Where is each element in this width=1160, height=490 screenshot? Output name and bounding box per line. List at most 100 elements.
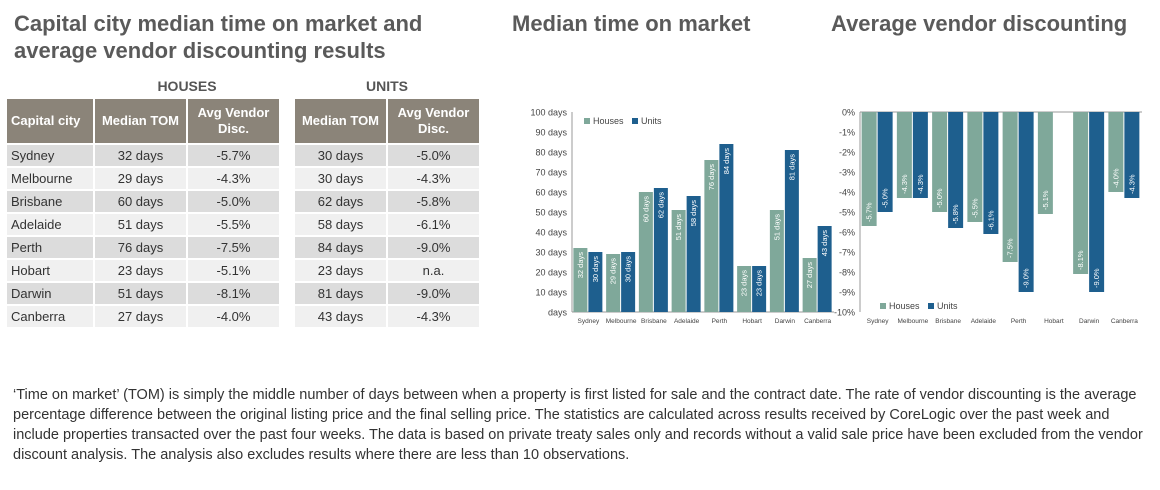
tom-data-label-houses: 23 days xyxy=(740,270,749,297)
disc-bar-units xyxy=(1018,112,1034,292)
header-houses-avg-vendor-disc: Avg Vendor Disc. xyxy=(187,98,280,144)
units-tom-cell: 62 days xyxy=(294,190,387,213)
disc-y-tick-label: -6% xyxy=(839,228,855,238)
units-group-label: UNITS xyxy=(366,78,408,94)
city-cell: Adelaide xyxy=(6,213,94,236)
houses-disc-cell: -5.7% xyxy=(187,144,280,167)
disc-y-tick-label: -10% xyxy=(834,308,855,318)
houses-disc-cell: -8.1% xyxy=(187,282,280,305)
tom-data-label-houses: 51 days xyxy=(772,214,781,241)
disc-bar-houses xyxy=(861,112,877,226)
tom-bar-houses xyxy=(671,210,686,312)
disc-bar-units xyxy=(983,112,999,234)
table-row: Melbourne 29 days -4.3% xyxy=(6,167,280,190)
tom-x-tick-label: Melbourne xyxy=(606,318,637,325)
disc-data-label-units: -4.3% xyxy=(1127,174,1136,194)
tom-x-tick-label: Brisbane xyxy=(641,318,667,325)
houses-tom-cell: 32 days xyxy=(94,144,187,167)
tom-chart-title: Median time on market xyxy=(512,11,751,36)
tom-data-label-units: 23 days xyxy=(755,270,764,297)
disc-bar-houses xyxy=(967,112,983,222)
tom-bar-houses xyxy=(704,160,719,312)
units-disc-cell: -9.0% xyxy=(387,282,480,305)
disc-x-tick-label: Melbourne xyxy=(898,318,929,325)
disc-bar-houses xyxy=(1108,112,1124,192)
units-tom-cell: 84 days xyxy=(294,236,387,259)
table-row: Canberra 27 days -4.0% xyxy=(6,305,280,328)
disc-bar-units xyxy=(1124,112,1140,198)
disc-x-tick-label: Perth xyxy=(1011,318,1027,325)
disc-x-tick-label: Adelaide xyxy=(971,318,997,325)
tom-bar-houses xyxy=(606,254,621,312)
tom-bar-units xyxy=(686,196,701,312)
table-row: 43 days -4.3% xyxy=(294,305,480,328)
units-tom-cell: 23 days xyxy=(294,259,387,282)
disc-data-label-houses: -5.0% xyxy=(935,188,944,208)
disc-data-label-units: -5.0% xyxy=(881,188,890,208)
tom-data-label-houses: 51 days xyxy=(674,214,683,241)
disc-data-label-houses: -5.5% xyxy=(970,198,979,218)
tom-data-label-units: 81 days xyxy=(787,154,796,181)
tom-data-label-houses: 76 days xyxy=(707,164,716,191)
tom-y-tick-label: 50 days xyxy=(535,208,567,218)
table-row: Hobart 23 days -5.1% xyxy=(6,259,280,282)
disc-y-tick-label: 0% xyxy=(842,108,855,118)
tom-data-label-houses: 32 days xyxy=(576,252,585,279)
tom-bar-units xyxy=(784,150,799,312)
disc-x-tick-label: Brisbane xyxy=(935,318,961,325)
houses-disc-cell: -7.5% xyxy=(187,236,280,259)
tom-y-tick-label: 70 days xyxy=(535,168,567,178)
tom-legend-label-units: Units xyxy=(641,116,662,126)
disc-bar-units xyxy=(877,112,893,212)
units-tom-cell: 81 days xyxy=(294,282,387,305)
header-houses-median-tom: Median TOM xyxy=(94,98,187,144)
disc-y-tick-label: -7% xyxy=(839,248,855,258)
table-row: Sydney 32 days -5.7% xyxy=(6,144,280,167)
city-cell: Perth xyxy=(6,236,94,259)
disc-data-label-houses: -5.7% xyxy=(865,202,874,222)
discount-chart-title: Average vendor discounting xyxy=(831,11,1128,36)
table-row: 62 days -5.8% xyxy=(294,190,480,213)
disc-bar-units xyxy=(948,112,964,228)
city-cell: Melbourne xyxy=(6,167,94,190)
units-tom-cell: 58 days xyxy=(294,213,387,236)
table-row: Brisbane 60 days -5.0% xyxy=(6,190,280,213)
tom-data-label-houses: 60 days xyxy=(641,196,650,223)
disc-y-tick-label: -8% xyxy=(839,268,855,278)
tom-x-tick-label: Darwin xyxy=(775,318,796,325)
tom-legend-swatch-houses xyxy=(584,118,590,124)
disc-x-tick-label: Hobart xyxy=(1044,318,1064,325)
tom-x-tick-label: Perth xyxy=(712,318,728,325)
units-disc-cell: -5.8% xyxy=(387,190,480,213)
disc-data-label-houses: -7.5% xyxy=(1006,238,1015,258)
tom-bar-chart: days 10 days 20 days 30 days 40 days 50 days 6… xyxy=(530,108,834,325)
disc-legend-label-houses: Houses xyxy=(889,301,920,311)
disc-y-tick-label: -3% xyxy=(839,168,855,178)
discount-bar-chart: 0% -1% -2% -3% -4% -5% -6% -7% -8% -9% -10% -5.7% -5… xyxy=(834,108,1142,325)
disc-y-tick-label: -2% xyxy=(839,148,855,158)
disc-data-label-units: -6.1% xyxy=(986,210,995,230)
tom-x-tick-label: Hobart xyxy=(742,318,762,325)
houses-tom-cell: 23 days xyxy=(94,259,187,282)
tom-data-label-houses: 27 days xyxy=(805,262,814,289)
tom-bar-units xyxy=(817,226,832,312)
disc-y-tick-label: -1% xyxy=(839,128,855,138)
units-tom-cell: 43 days xyxy=(294,305,387,328)
disc-y-tick-label: -9% xyxy=(839,288,855,298)
houses-tom-cell: 29 days xyxy=(94,167,187,190)
tom-y-tick-label: 30 days xyxy=(535,248,567,258)
city-cell: Canberra xyxy=(6,305,94,328)
table-row: 30 days -5.0% xyxy=(294,144,480,167)
disc-data-label-units: -9.0% xyxy=(1092,268,1101,288)
disc-legend-swatch-houses xyxy=(880,303,886,309)
disc-data-label-houses: -4.3% xyxy=(900,174,909,194)
disc-x-tick-label: Sydney xyxy=(867,318,889,325)
houses-tom-cell: 76 days xyxy=(94,236,187,259)
tom-bar-houses xyxy=(802,258,817,312)
units-disc-cell: -9.0% xyxy=(387,236,480,259)
disc-data-label-houses: -8.1% xyxy=(1076,250,1085,270)
tom-y-tick-label: 10 days xyxy=(535,288,567,298)
tom-bar-houses xyxy=(737,266,752,312)
tom-y-tick-label: days xyxy=(548,308,568,318)
tom-y-tick-label: 80 days xyxy=(535,148,567,158)
